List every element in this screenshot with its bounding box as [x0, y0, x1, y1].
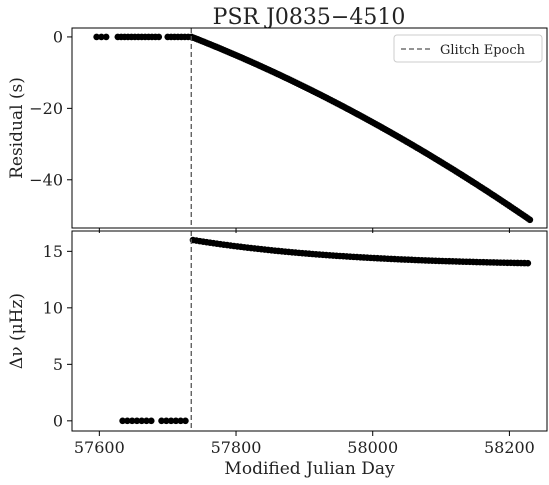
delta-nu-point: [177, 417, 184, 425]
delta-nu-plot-frame: [71, 230, 548, 432]
chart-title: PSR J0835−4510: [213, 5, 406, 30]
legend-glitch-label: Glitch Epoch: [440, 43, 526, 58]
delta-nu-axes: 0 5 10 15 57600 57800 58000 58200: [43, 242, 535, 457]
delta-nu-panel: 0 5 10 15 57600 57800 58000 58200 Δν (μHz): [7, 230, 548, 457]
delta-nu-y-axis-label: Δν (μHz): [7, 293, 27, 369]
residual-y-axis-label: Residual (s): [7, 77, 27, 179]
residual-points: [93, 33, 534, 224]
delta-nu-point: [128, 417, 136, 425]
delta-nu-point: [143, 417, 150, 425]
delta-nu-y-tick-label: 15: [43, 242, 63, 261]
legend: Glitch Epoch: [393, 34, 543, 63]
residual-plot-frame: [71, 27, 548, 229]
delta-nu-point: [138, 417, 146, 425]
delta-nu-point: [182, 417, 189, 425]
delta-nu-point: [172, 417, 180, 425]
x-tick-label: 57800: [211, 438, 262, 457]
delta-nu-point: [119, 417, 126, 425]
residual-point: [93, 33, 100, 41]
x-tick-label: 57600: [74, 438, 125, 457]
delta-nu-points: [119, 236, 532, 425]
delta-nu-y-tick-label: 0: [53, 411, 63, 430]
residual-point: [526, 216, 534, 224]
residual-y-tick-label: −20: [29, 99, 63, 118]
delta-nu-y-tick-label: 5: [53, 355, 63, 374]
delta-nu-point: [163, 417, 170, 425]
legend-box: [393, 34, 543, 63]
residual-point: [155, 33, 163, 41]
x-tick-label: 58200: [484, 438, 535, 457]
delta-nu-y-tick-label: 10: [43, 298, 63, 317]
delta-nu-point: [147, 417, 155, 425]
residual-y-tick-label: −40: [29, 170, 63, 189]
delta-nu-point: [167, 417, 175, 425]
delta-nu-point: [133, 417, 141, 425]
residual-axes: 0 −20 −40: [29, 27, 510, 233]
residual-panel: 0 −20 −40 Residual (s) Glitch Epoch: [7, 27, 548, 233]
x-tick-label: 58000: [347, 438, 398, 457]
delta-nu-point: [124, 417, 131, 425]
residual-y-tick-label: 0: [53, 27, 63, 46]
delta-nu-point: [524, 259, 532, 267]
residual-point: [98, 33, 105, 41]
x-axis-label: Modified Julian Day: [224, 459, 395, 479]
delta-nu-point: [158, 417, 165, 425]
residual-point: [102, 33, 110, 41]
